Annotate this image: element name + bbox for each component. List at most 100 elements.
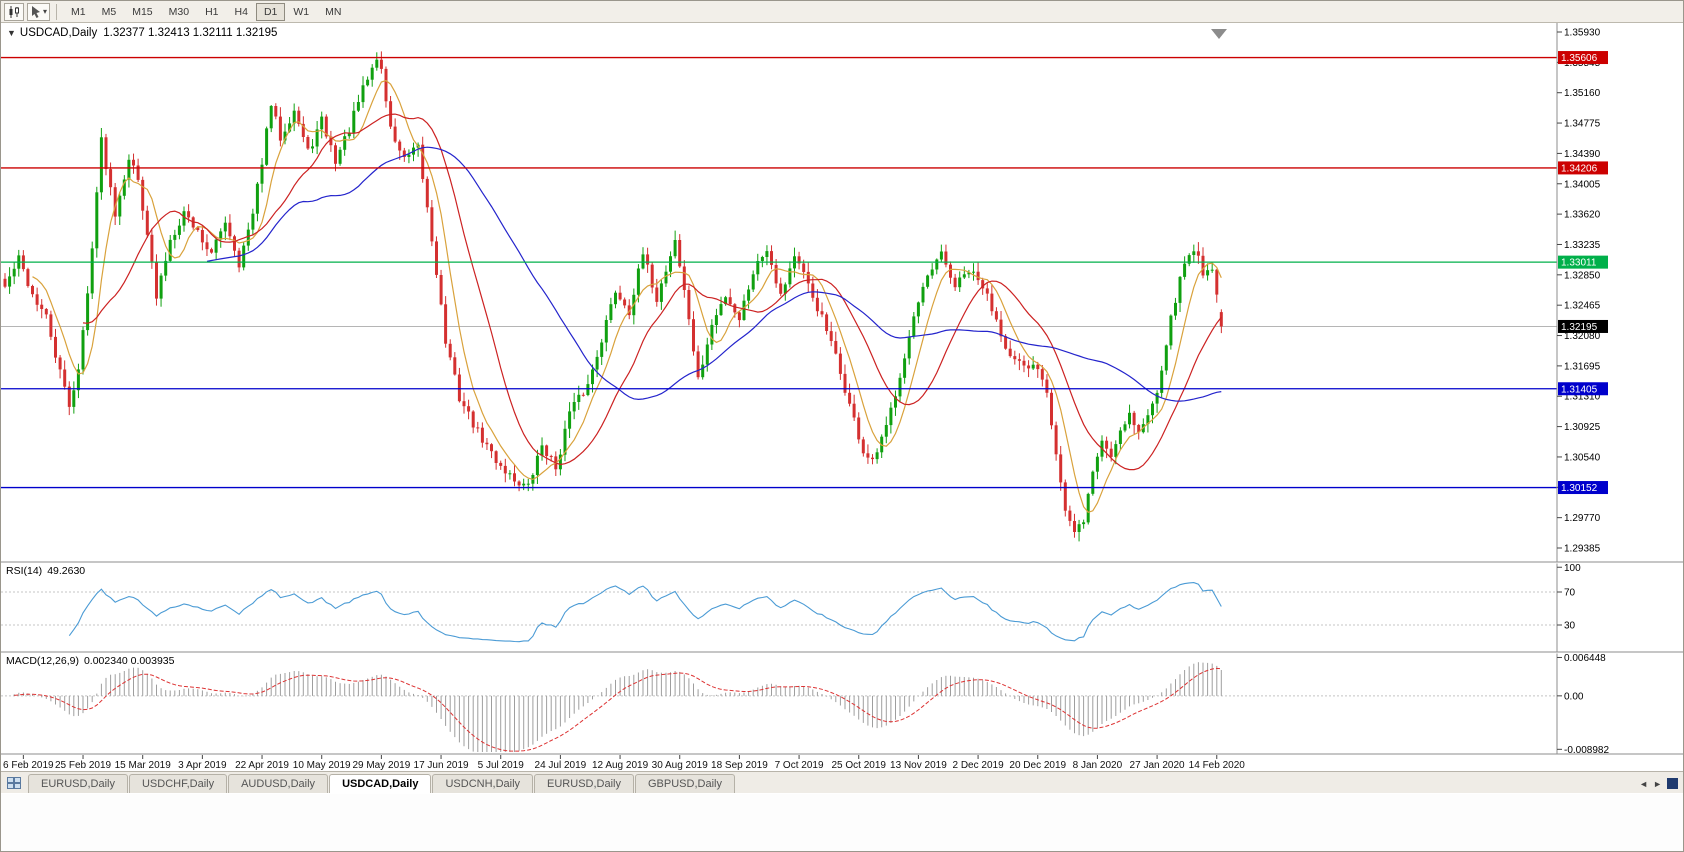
window-list-icon[interactable] bbox=[5, 775, 23, 791]
svg-text:2 Dec 2019: 2 Dec 2019 bbox=[953, 760, 1005, 771]
svg-text:25 Feb 2019: 25 Feb 2019 bbox=[55, 760, 112, 771]
svg-text:7 Oct 2019: 7 Oct 2019 bbox=[775, 760, 824, 771]
panel-separator-rsi-macd[interactable] bbox=[1, 651, 1684, 654]
svg-text:1.33235: 1.33235 bbox=[1564, 240, 1601, 251]
svg-text:30 Aug 2019: 30 Aug 2019 bbox=[652, 760, 709, 771]
svg-text:24 Jul 2019: 24 Jul 2019 bbox=[535, 760, 587, 771]
svg-text:1.29770: 1.29770 bbox=[1564, 513, 1601, 524]
svg-text:15 Mar 2019: 15 Mar 2019 bbox=[115, 760, 172, 771]
svg-text:14 Feb 2020: 14 Feb 2020 bbox=[1189, 760, 1246, 771]
price-axis[interactable]: 1.359301.355451.351601.347751.343901.340… bbox=[1556, 23, 1601, 754]
svg-text:1.32195: 1.32195 bbox=[1561, 322, 1598, 333]
candles-layer[interactable] bbox=[3, 51, 1223, 542]
panel-separator-main-rsi[interactable] bbox=[1, 561, 1684, 564]
svg-text:-0.008982: -0.008982 bbox=[1564, 745, 1609, 756]
rsi-line bbox=[68, 582, 1222, 643]
ma-period-18-line bbox=[82, 113, 1222, 471]
timeframe-button-w1[interactable]: W1 bbox=[293, 5, 310, 18]
svg-text:20 Dec 2019: 20 Dec 2019 bbox=[1009, 760, 1066, 771]
tabs-scroll-left-button[interactable]: ◄ bbox=[1639, 778, 1649, 789]
svg-text:100: 100 bbox=[1564, 563, 1581, 574]
svg-text:5 Jul 2019: 5 Jul 2019 bbox=[478, 760, 525, 771]
svg-text:22 Apr 2019: 22 Apr 2019 bbox=[235, 760, 289, 771]
svg-text:1.30152: 1.30152 bbox=[1561, 483, 1598, 494]
price-level-badge-1.31405: 1.31405 bbox=[1558, 382, 1608, 396]
tab-usdcnh-daily[interactable]: USDCNH,Daily bbox=[432, 774, 534, 793]
scroll-corner-marker bbox=[1667, 778, 1678, 789]
svg-text:13 Nov 2019: 13 Nov 2019 bbox=[890, 760, 947, 771]
macd-axis: 0.006448 0.00 -0.008982 bbox=[1557, 653, 1609, 756]
timeframe-button-m30[interactable]: M30 bbox=[168, 5, 190, 18]
tab-usdchf-daily[interactable]: USDCHF,Daily bbox=[128, 774, 228, 793]
macd-values: 0.002340 0.003935 bbox=[83, 655, 175, 667]
macd-label: MACD(12,26,9) bbox=[6, 655, 79, 667]
price-level-badge-1.34206: 1.34206 bbox=[1558, 161, 1608, 175]
svg-text:1.34390: 1.34390 bbox=[1564, 149, 1601, 160]
chart-title: ▼ USDCAD,Daily 1.32377 1.32413 1.32111 1.3… bbox=[7, 27, 277, 39]
timeframe-button-mn[interactable]: MN bbox=[325, 5, 342, 18]
time-axis[interactable]: 6 Feb 2019 25 Feb 2019 15 Mar 2019 3 Apr 20… bbox=[3, 755, 1245, 771]
svg-text:6 Feb 2019: 6 Feb 2019 bbox=[3, 760, 54, 771]
svg-text:29 May 2019: 29 May 2019 bbox=[352, 760, 410, 771]
tab-gbpusd-daily[interactable]: GBPUSD,Daily bbox=[635, 774, 735, 793]
tab-eurusd-daily[interactable]: EURUSD,Daily bbox=[534, 774, 634, 793]
window-bottom-area bbox=[1, 794, 1683, 851]
svg-text:1.31695: 1.31695 bbox=[1564, 361, 1601, 372]
dropdown-caret-icon: ▾ bbox=[43, 7, 48, 16]
chart-shift-marker[interactable] bbox=[1211, 29, 1227, 39]
svg-text:1.32080: 1.32080 bbox=[1564, 331, 1601, 342]
timeframe-button-m1[interactable]: M1 bbox=[71, 5, 86, 18]
timeframe-button-m15[interactable]: M15 bbox=[132, 5, 153, 18]
timeframe-button-h4[interactable]: H4 bbox=[234, 5, 248, 18]
svg-text:1.31310: 1.31310 bbox=[1564, 392, 1601, 403]
tabs-scroll-right-button[interactable]: ► bbox=[1653, 778, 1662, 789]
svg-text:70: 70 bbox=[1564, 588, 1576, 599]
svg-text:10 May 2019: 10 May 2019 bbox=[293, 760, 351, 771]
cursor-icon bbox=[32, 6, 40, 18]
chart-tabs: EURUSD,Daily USDCHF,Daily AUDUSD,Daily USDC… bbox=[28, 774, 736, 793]
tab-usdcad-daily[interactable]: USDCAD,Daily bbox=[329, 774, 432, 793]
timeframe-button-m5[interactable]: M5 bbox=[101, 5, 117, 18]
collapse-chart-icon[interactable]: ▼ bbox=[7, 28, 16, 38]
svg-text:1.35160: 1.35160 bbox=[1564, 88, 1601, 99]
macd-signal-line bbox=[14, 667, 1222, 752]
ma-period-7-line bbox=[32, 79, 1222, 513]
svg-text:1.35606: 1.35606 bbox=[1561, 53, 1598, 64]
rsi-axis: 100 70 30 bbox=[1557, 563, 1581, 632]
svg-text:18 Sep 2019: 18 Sep 2019 bbox=[711, 760, 768, 771]
toolbar-separator bbox=[56, 3, 58, 20]
price-level-badge-1.35606: 1.35606 bbox=[1558, 51, 1608, 65]
price-level-badge-1.33011: 1.33011 bbox=[1558, 255, 1608, 269]
current-price-badge: 1.32195 bbox=[1558, 319, 1608, 333]
svg-text:1.31405: 1.31405 bbox=[1561, 384, 1598, 395]
svg-text:8 Jan 2020: 8 Jan 2020 bbox=[1073, 760, 1123, 771]
chart-symbol-label: USDCAD,Daily bbox=[19, 27, 98, 39]
svg-text:1.35930: 1.35930 bbox=[1564, 28, 1601, 39]
svg-text:1.34206: 1.34206 bbox=[1561, 163, 1598, 174]
svg-text:17 Jun 2019: 17 Jun 2019 bbox=[414, 760, 469, 771]
macd-histogram bbox=[13, 662, 1222, 752]
cursor-tool-dropdown[interactable]: ▾ bbox=[27, 2, 51, 21]
tab-audusd-daily[interactable]: AUDUSD,Daily bbox=[228, 774, 329, 793]
timeframe-button-d1[interactable]: D1 bbox=[255, 2, 286, 21]
svg-text:27 Jan 2020: 27 Jan 2020 bbox=[1130, 760, 1185, 771]
timeframe-button-h1[interactable]: H1 bbox=[205, 5, 219, 18]
rsi-label: RSI(14) bbox=[6, 565, 43, 577]
svg-text:1.34005: 1.34005 bbox=[1564, 179, 1601, 190]
time-axis-separator[interactable] bbox=[1, 753, 1684, 756]
svg-text:30: 30 bbox=[1564, 621, 1576, 632]
svg-text:12 Aug 2019: 12 Aug 2019 bbox=[592, 760, 649, 771]
svg-text:1.30925: 1.30925 bbox=[1564, 422, 1601, 433]
rsi-indicator-title: RSI(14) 49.2630 bbox=[6, 565, 85, 577]
svg-text:1.32850: 1.32850 bbox=[1564, 270, 1601, 281]
timeframe-buttons: M1 M5 M15 M30 H1 H4 D1 W1 MN bbox=[63, 2, 349, 21]
candlestick-chart-button[interactable] bbox=[4, 2, 24, 21]
svg-text:25 Oct 2019: 25 Oct 2019 bbox=[831, 760, 886, 771]
macd-indicator-title: MACD(12,26,9) 0.002340 0.003935 bbox=[6, 655, 174, 667]
chart-canvas[interactable]: 1.359301.355451.351601.347751.343901.340… bbox=[1, 1, 1684, 771]
tab-bar: EURUSD,Daily USDCHF,Daily AUDUSD,Daily USDC… bbox=[1, 771, 1683, 793]
svg-text:3 Apr 2019: 3 Apr 2019 bbox=[178, 760, 227, 771]
svg-text:1.33011: 1.33011 bbox=[1561, 258, 1597, 269]
tab-eurusd-daily[interactable]: EURUSD,Daily bbox=[28, 774, 128, 793]
